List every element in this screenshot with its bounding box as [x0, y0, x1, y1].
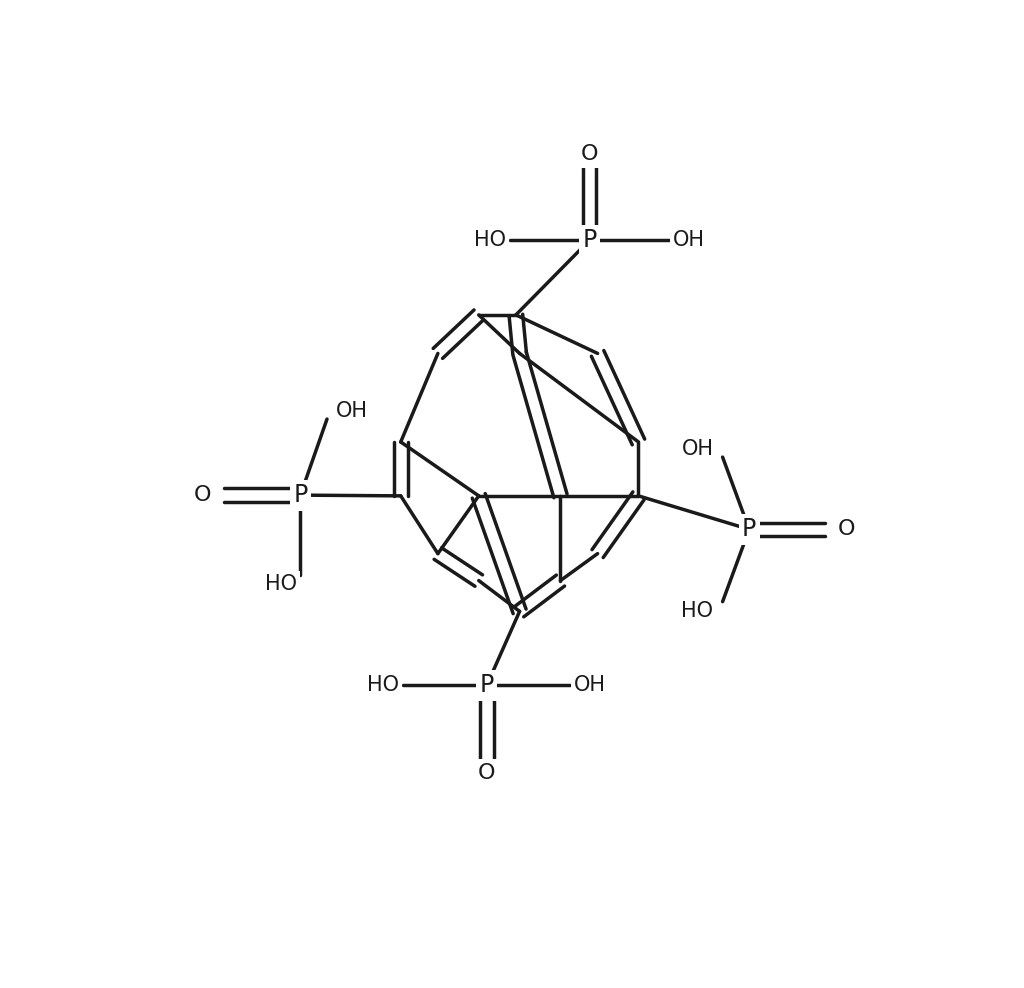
- Text: OH: OH: [681, 440, 714, 459]
- Text: OH: OH: [574, 676, 606, 696]
- Text: P: P: [479, 674, 494, 698]
- Text: O: O: [478, 763, 496, 782]
- Text: HO: HO: [474, 230, 506, 250]
- Text: OH: OH: [673, 230, 706, 250]
- Text: HO: HO: [368, 676, 399, 696]
- Text: O: O: [838, 520, 855, 539]
- Text: P: P: [293, 483, 307, 507]
- Text: P: P: [583, 228, 597, 252]
- Text: HO: HO: [681, 601, 714, 620]
- Text: HO: HO: [264, 574, 297, 594]
- Text: P: P: [742, 518, 757, 541]
- Text: O: O: [581, 144, 598, 164]
- Text: O: O: [195, 485, 212, 505]
- Text: OH: OH: [336, 401, 369, 422]
